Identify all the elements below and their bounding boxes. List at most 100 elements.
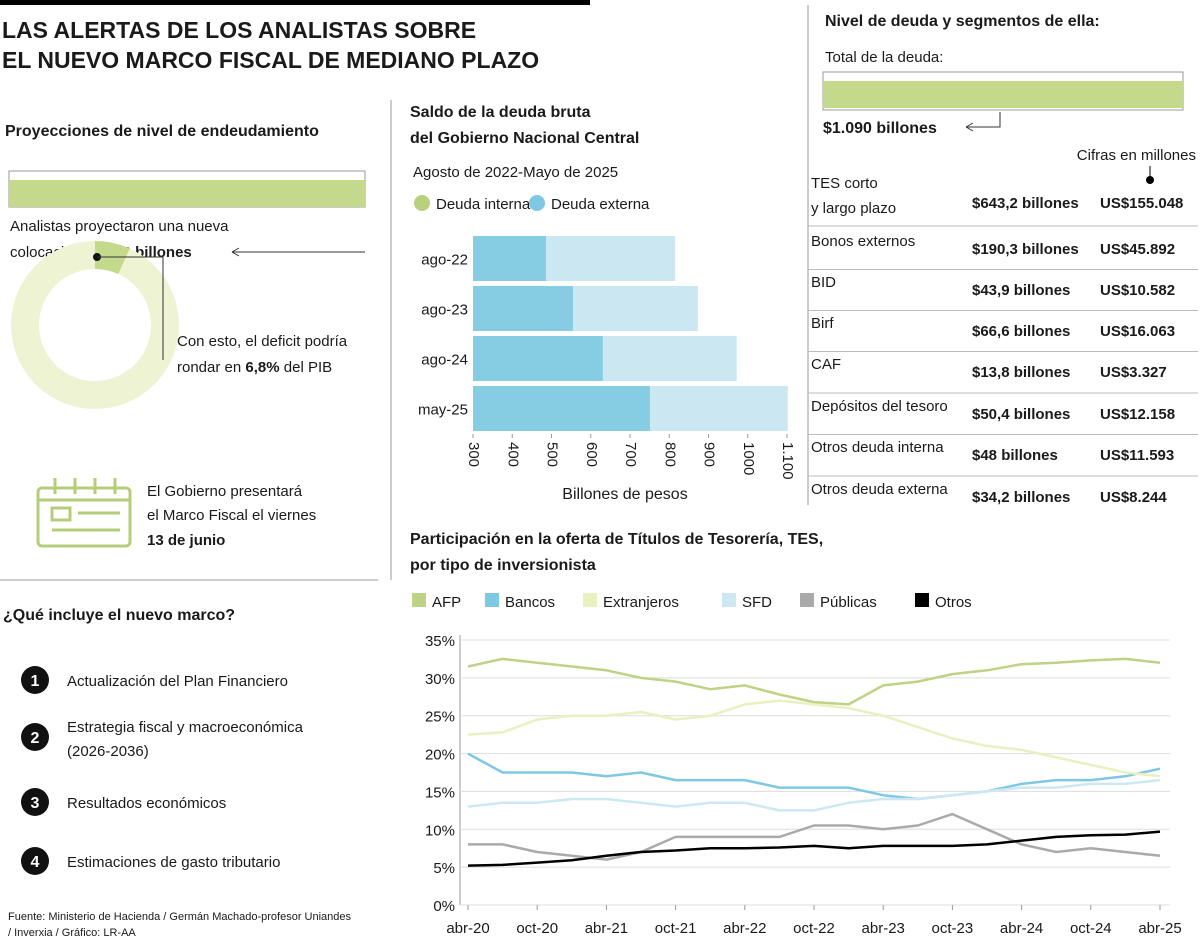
number-badge — [21, 723, 49, 751]
row-billones: $190,3 billones — [972, 241, 1079, 258]
x-tick-label: 900 — [701, 442, 718, 467]
chart-title: Participación en la oferta de Títulos de… — [410, 531, 823, 548]
projection-bar — [9, 180, 365, 207]
arrow — [231, 247, 365, 257]
x-tick-label: oct-20 — [516, 920, 558, 937]
y-tick-label: ago-23 — [421, 302, 468, 319]
source: / Inverxia / Gráfico: LR-AA — [8, 927, 136, 939]
row-billones: $643,2 billones — [972, 195, 1079, 212]
x-tick-label: oct-24 — [1070, 920, 1112, 937]
x-tick-label: abr-25 — [1138, 920, 1181, 937]
number-badge — [21, 788, 49, 816]
legend-label: Otros — [935, 594, 972, 611]
series-line — [467, 778, 1161, 812]
row-name: Otros deuda interna — [811, 439, 944, 456]
x-tick-label: 600 — [583, 442, 600, 467]
x-tick-label: abr-21 — [585, 920, 628, 937]
title-line: EL NUEVO MARCO FISCAL DE MEDIANO PLAZO — [2, 47, 539, 73]
chart-title: del Gobierno Nacional Central — [410, 130, 639, 147]
top-bar — [0, 0, 590, 5]
legend-label: SFD — [742, 594, 772, 611]
text: El Gobierno presentará — [147, 483, 303, 500]
row-usd: US$45.892 — [1100, 241, 1175, 258]
x-tick-label: oct-23 — [932, 920, 974, 937]
bar-segment — [573, 286, 698, 331]
series-line — [467, 657, 1161, 706]
row-name: Bonos externos — [811, 233, 915, 250]
number: 1 — [31, 673, 40, 690]
y-tick-label: 5% — [433, 860, 455, 877]
total-bar — [823, 81, 1183, 108]
legend-label: Deuda interna — [436, 196, 531, 213]
x-tick-label: abr-20 — [446, 920, 489, 937]
text: rondar en 6,8% del PIB — [177, 359, 332, 376]
series-line — [468, 812, 1161, 861]
x-tick-label: 1.100 — [779, 442, 796, 480]
text: del PIB — [284, 359, 332, 376]
legend-label: Públicas — [820, 594, 877, 611]
number: 4 — [31, 854, 40, 871]
series-line — [467, 830, 1161, 867]
bar-segment — [650, 386, 788, 431]
bar-segment — [473, 336, 603, 381]
number: 2 — [31, 730, 40, 747]
legend-label: AFP — [432, 594, 461, 611]
title-line: LAS ALERTAS DE LOS ANALISTAS SOBRE — [2, 17, 476, 43]
row-usd: US$3.327 — [1100, 364, 1167, 381]
y-tick-label: 10% — [425, 822, 455, 839]
x-tick-label: abr-22 — [723, 920, 766, 937]
row-usd: US$16.063 — [1100, 323, 1175, 340]
calendar-icon — [36, 478, 132, 548]
row-usd: US$11.593 — [1100, 447, 1174, 464]
source: Fuente: Ministerio de Hacienda / Germán … — [8, 911, 352, 923]
row-billones: $50,4 billones — [972, 406, 1070, 423]
series-line — [467, 699, 1161, 778]
legend-swatch — [915, 593, 929, 607]
row-billones: $66,6 billones — [972, 323, 1070, 340]
legend-swatch — [485, 593, 499, 607]
bar-segment — [473, 386, 651, 431]
arrow — [965, 112, 1001, 132]
text: Con esto, el deficit podría — [177, 333, 348, 350]
row-name: y largo plazo — [811, 200, 896, 217]
text: el Marco Fiscal el viernes — [147, 507, 316, 524]
x-tick-label: 500 — [544, 442, 561, 467]
chart-subtitle: Agosto de 2022-Mayo de 2025 — [413, 164, 618, 181]
legend-dot — [529, 195, 545, 211]
number: 3 — [31, 795, 40, 812]
row-name: Depósitos del tesoro — [811, 398, 948, 415]
legend-swatch — [722, 593, 736, 607]
leader — [97, 256, 164, 360]
row-usd: US$8.244 — [1100, 489, 1167, 506]
text: rondar en — [177, 359, 241, 376]
legend-label: Deuda externa — [551, 196, 650, 213]
row-billones: $13,8 billones — [972, 364, 1070, 381]
y-tick-label: may-25 — [418, 402, 468, 419]
section-heading: Proyecciones de nivel de endeudamiento — [5, 123, 319, 140]
row-billones: $48 billones — [972, 447, 1058, 464]
row-name: CAF — [811, 356, 841, 373]
legend-swatch — [800, 593, 814, 607]
x-tick-label: oct-21 — [655, 920, 697, 937]
bar-segment — [546, 236, 676, 281]
item-text: Actualización del Plan Financiero — [67, 673, 288, 690]
series-line — [467, 752, 1161, 801]
section-heading: Nivel de deuda y segmentos de ella: — [825, 13, 1100, 30]
x-tick-label: 1000 — [740, 442, 757, 475]
donut-track — [11, 241, 179, 409]
x-tick-label: oct-22 — [793, 920, 835, 937]
y-tick-label: 35% — [425, 633, 455, 650]
item-text: Estrategia fiscal y macroeconómica — [67, 719, 304, 736]
section-heading: ¿Qué incluye el nuevo marco? — [3, 607, 235, 624]
item-text: Estimaciones de gasto tributario — [67, 854, 280, 871]
y-tick-label: 30% — [425, 671, 455, 688]
highlight: 13 de junio — [147, 532, 225, 549]
item-text: Resultados económicos — [67, 795, 226, 812]
number-badge — [21, 847, 49, 875]
y-tick-label: ago-22 — [421, 252, 468, 269]
x-tick-label: 700 — [622, 442, 639, 467]
x-tick-label: 800 — [661, 442, 678, 467]
legend-swatch — [583, 593, 597, 607]
legend-label: Bancos — [505, 594, 555, 611]
x-axis-label: Billones de pesos — [562, 486, 687, 503]
